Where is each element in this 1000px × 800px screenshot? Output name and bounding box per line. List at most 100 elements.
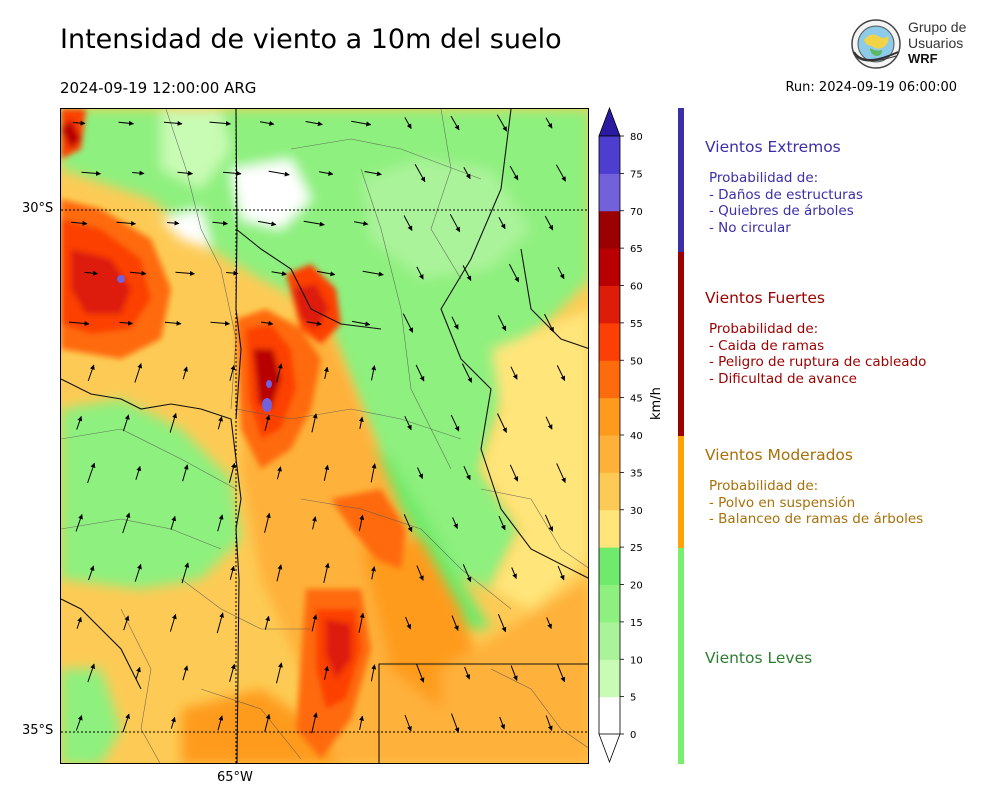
wind-arrow bbox=[216, 612, 225, 634]
department-boundaries bbox=[61, 109, 588, 763]
colorbar-tick-label: 25 bbox=[630, 543, 643, 554]
globe-emblem-icon bbox=[851, 19, 901, 69]
wind-arrow bbox=[81, 170, 101, 176]
logo-line-3: WRF bbox=[908, 51, 938, 66]
wind-arrow bbox=[451, 316, 459, 330]
legend-bar-leves bbox=[678, 548, 684, 764]
wind-arrow bbox=[323, 366, 329, 380]
wind-arrow bbox=[129, 270, 147, 276]
category-heading: Probabilidad de: bbox=[709, 321, 819, 337]
wind-arrow bbox=[118, 120, 134, 126]
wind-arrow bbox=[402, 313, 414, 333]
wind-arrow bbox=[405, 616, 412, 630]
wind-arrow bbox=[122, 512, 131, 534]
wind-arrow bbox=[451, 713, 460, 733]
logo-line-1: Grupo de bbox=[908, 19, 967, 35]
wind-arrow bbox=[84, 270, 98, 276]
wind-arrow bbox=[362, 270, 384, 277]
wind-arrow bbox=[371, 365, 377, 381]
colorbar-unit: km/h bbox=[649, 387, 664, 420]
wind-arrow bbox=[557, 565, 565, 581]
wind-arrow bbox=[323, 562, 330, 583]
wind-arrow bbox=[354, 220, 369, 226]
wind-arrow bbox=[70, 220, 88, 226]
wind-arrow bbox=[225, 270, 239, 276]
wind-arrow bbox=[170, 515, 177, 530]
wind-arrow bbox=[450, 414, 460, 432]
category-item: - Daños de estructuras bbox=[709, 186, 864, 203]
wind-arrow bbox=[276, 363, 283, 383]
logo-line-2: Usuarios bbox=[908, 35, 964, 51]
wind-arrow bbox=[72, 120, 86, 126]
wind-arrow bbox=[131, 170, 145, 176]
colorbar-segment bbox=[599, 397, 620, 436]
colorbar-segment bbox=[599, 285, 620, 324]
wind-arrow bbox=[370, 664, 377, 682]
wind-arrow bbox=[462, 265, 472, 281]
wind-arrow bbox=[169, 412, 177, 433]
wind-arrow bbox=[264, 713, 271, 732]
colorbar-tick-label: 65 bbox=[630, 244, 643, 255]
wind-arrow bbox=[462, 564, 472, 583]
colorbar-segment bbox=[599, 696, 620, 735]
category-item: - Quiebres de árboles bbox=[709, 203, 854, 219]
field-strong-winds bbox=[61, 109, 406, 759]
wind-arrow bbox=[217, 514, 224, 532]
wind-arrow bbox=[311, 413, 318, 433]
wind-arrow bbox=[135, 666, 141, 679]
wind-arrow bbox=[119, 320, 133, 326]
wind-arrow bbox=[182, 464, 189, 482]
wind-arrow bbox=[557, 266, 565, 280]
category-title: Vientos Fuertes bbox=[705, 289, 825, 307]
wind-arrow bbox=[311, 516, 317, 530]
wind-colorbar: 0 5 10 15 20 25 30 35 40 45 50 55 60 65 70 75 80 bbox=[598, 106, 658, 768]
category-heading: Probabilidad de: bbox=[709, 170, 819, 186]
colorbar-tick-label: 0 bbox=[630, 730, 636, 741]
category-title: Vientos Moderados bbox=[705, 446, 853, 464]
wind-arrow bbox=[416, 266, 424, 280]
wind-arrow bbox=[217, 715, 224, 731]
wind-map-plot bbox=[61, 109, 588, 763]
colorbar-tick-label: 5 bbox=[630, 693, 636, 704]
category-item: - Caida de ramas bbox=[709, 337, 825, 354]
wind-arrow bbox=[134, 563, 142, 582]
colorbar-segment bbox=[599, 435, 620, 473]
wind-arrow bbox=[76, 415, 83, 430]
colorbar-segment bbox=[599, 509, 620, 548]
wind-arrow bbox=[404, 415, 412, 431]
wind-arrow bbox=[555, 164, 567, 182]
wind-arrow bbox=[510, 366, 518, 380]
wind-arrow bbox=[228, 462, 236, 483]
wind-arrow bbox=[170, 716, 176, 729]
wind-arrow bbox=[175, 270, 195, 276]
wind-arrow bbox=[303, 220, 325, 227]
wind-arrow bbox=[364, 171, 382, 177]
wind-arrow bbox=[450, 115, 460, 131]
legend-bar-fuertes bbox=[678, 252, 684, 436]
wind-arrow bbox=[181, 562, 190, 584]
wind-arrow bbox=[497, 413, 507, 433]
wind-arrow bbox=[545, 117, 553, 129]
wind-arrow bbox=[276, 564, 283, 582]
wind-arrow bbox=[75, 715, 83, 731]
wind-arrow bbox=[464, 666, 471, 680]
category-title: Vientos Leves bbox=[705, 649, 813, 667]
wind-arrow bbox=[461, 363, 473, 383]
graticule bbox=[61, 109, 588, 763]
category-item: - Dificultad de avance bbox=[709, 370, 857, 387]
wind-arrow bbox=[449, 213, 461, 233]
wind-arrow bbox=[217, 416, 223, 430]
category-title: Vientos Extremos bbox=[705, 138, 841, 156]
colorbar-tick-label: 55 bbox=[630, 319, 643, 330]
wind-arrow bbox=[358, 416, 364, 429]
wind-arrow bbox=[509, 464, 519, 482]
category-item: - No circular bbox=[709, 219, 791, 236]
colorbar-tick-label: 50 bbox=[630, 356, 643, 367]
colorbar-segment bbox=[599, 472, 620, 511]
wind-arrow bbox=[134, 363, 143, 383]
wind-arrow bbox=[463, 465, 471, 481]
category-item: - Polvo en suspensión bbox=[709, 494, 856, 511]
wind-arrow bbox=[511, 567, 517, 579]
wind-arrow bbox=[305, 121, 323, 127]
colorbar-segment bbox=[599, 621, 620, 660]
